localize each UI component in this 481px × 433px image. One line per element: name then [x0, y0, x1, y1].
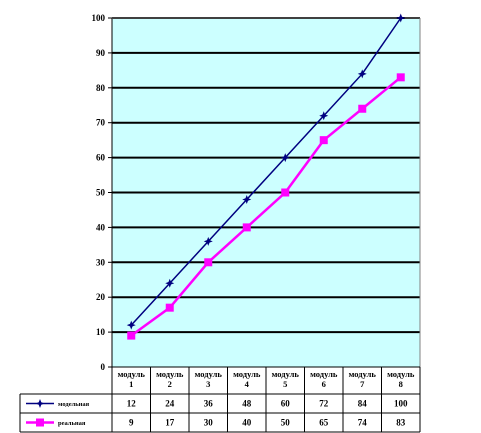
table-cell-value: 84	[358, 399, 368, 409]
y-tick-label: 30	[96, 257, 106, 267]
y-tick-label: 60	[96, 153, 106, 163]
table-cell-value: 48	[242, 399, 252, 409]
table-cell-value: 12	[127, 399, 137, 409]
data-point-square	[358, 104, 367, 113]
x-category-label: модуль 4	[233, 369, 261, 389]
series-line	[130, 17, 402, 326]
data-point-square	[319, 136, 328, 145]
data-point-star	[126, 320, 136, 330]
y-tick-label: 10	[96, 327, 106, 337]
y-axis-ticks: 0 10 20 30 40 50 60 70 80 90 100	[92, 13, 112, 372]
legend-key-1	[26, 399, 54, 408]
table-cell-value: 24	[165, 399, 175, 409]
data-point-star	[319, 111, 329, 121]
x-category-label: модуль 6	[310, 369, 338, 389]
x-category-label: модуль 2	[156, 369, 184, 389]
data-point-square	[165, 303, 174, 312]
series-1	[126, 13, 406, 330]
table-cell-value: 60	[281, 399, 291, 409]
series-2	[127, 73, 405, 340]
table-cell-value: 65	[319, 418, 329, 428]
y-tick-label: 90	[96, 48, 106, 58]
data-point-star	[35, 399, 45, 408]
y-tick-label: 100	[92, 13, 106, 23]
data-point-star	[203, 236, 213, 246]
data-point-star	[396, 13, 406, 23]
data-point-square	[242, 223, 251, 232]
data-point-square	[281, 188, 290, 197]
table-cell-value: 74	[358, 418, 368, 428]
table-cell-value: 83	[396, 418, 406, 428]
table-cell-value: 30	[204, 418, 214, 428]
x-category-label: модуль 5	[272, 369, 300, 389]
x-category-label: модуль 3	[195, 369, 223, 389]
y-tick-label: 80	[96, 83, 106, 93]
y-tick-label: 50	[96, 188, 106, 198]
data-point-square	[204, 258, 213, 267]
data-point-star	[357, 69, 367, 79]
y-tick-label: 40	[96, 222, 106, 232]
data-point-square	[127, 331, 136, 340]
x-category-label: модуль 7	[349, 369, 377, 389]
data-point-star	[280, 153, 290, 163]
series-line	[130, 76, 402, 337]
table-cell-value: 40	[242, 418, 252, 428]
data-point-square	[396, 73, 405, 82]
table-cell-value: 100	[394, 399, 408, 409]
y-tick-label: 20	[96, 292, 106, 302]
y-tick-label: 0	[101, 362, 106, 372]
data-point-star	[242, 194, 252, 204]
x-category-label: модуль 8	[387, 369, 415, 389]
x-category-label: модуль 1	[118, 369, 146, 389]
legend-label: реальная	[58, 420, 86, 427]
legend-key-2	[26, 418, 54, 427]
data-point-square	[36, 418, 44, 427]
series-layer	[126, 13, 406, 340]
table-cell-value: 72	[319, 399, 329, 409]
data-table: модуль 1 модуль 2 модуль 3 модуль 4 модуль 5 модул…	[19, 366, 421, 433]
table-cell-value: 17	[165, 418, 175, 428]
table-cell-value: 50	[281, 418, 291, 428]
y-tick-label: 70	[96, 118, 106, 128]
table-cell-value: 9	[129, 418, 134, 428]
data-point-star	[165, 278, 175, 288]
legend-label: модельная	[58, 401, 90, 408]
table-cell-value: 36	[204, 399, 214, 409]
